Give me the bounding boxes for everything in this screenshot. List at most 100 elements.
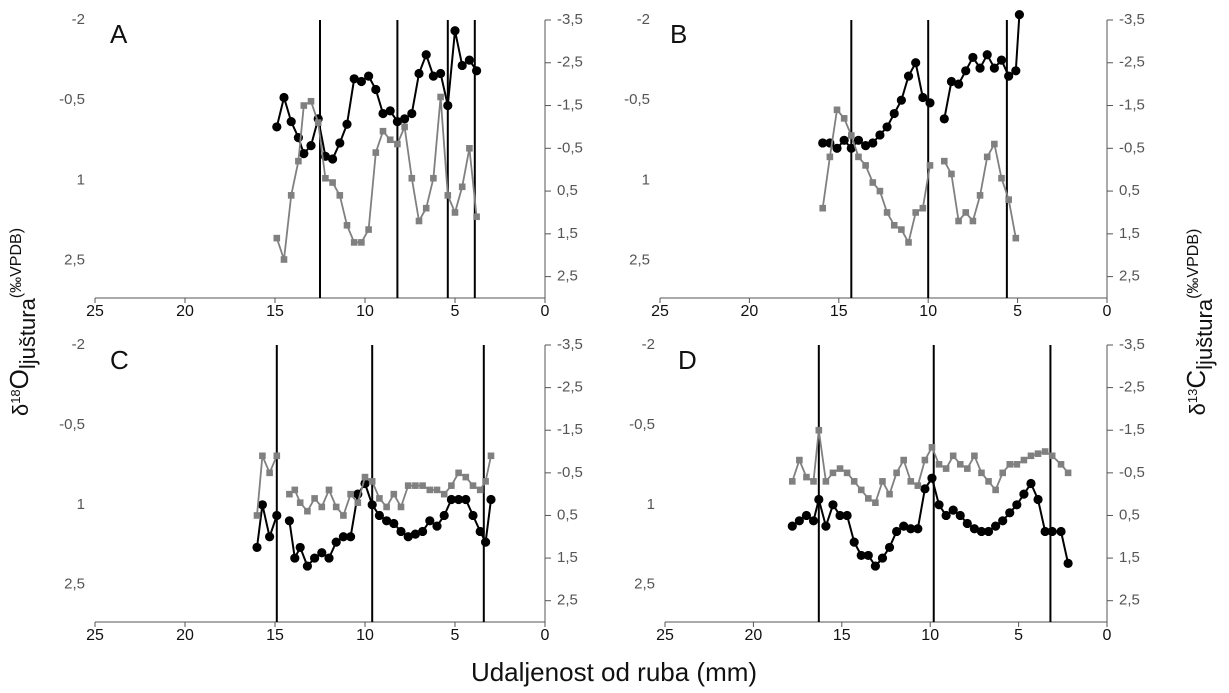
carbon-series-point xyxy=(840,115,848,122)
oxygen-series-point xyxy=(1004,71,1014,81)
y-left-tick-label: -2 xyxy=(637,11,650,28)
oxygen-series-point xyxy=(464,55,474,65)
oxygen-series-point xyxy=(425,516,435,526)
carbon-series-point xyxy=(273,452,281,460)
carbon-series-point xyxy=(969,217,977,225)
carbon-series-point xyxy=(325,486,333,494)
carbon-series-point xyxy=(803,473,810,481)
y-right-tick-label: -1,5 xyxy=(557,421,583,438)
y-right-tick-label: -3,5 xyxy=(557,11,583,28)
y-right-tick-label: -0,5 xyxy=(557,139,583,156)
carbon-series-point xyxy=(426,486,434,494)
carbon-series-point xyxy=(857,486,865,494)
carbon-series-point xyxy=(900,456,907,464)
carbon-series-point xyxy=(829,469,837,477)
oxygen-series-point xyxy=(989,63,999,73)
oxygen-series-point xyxy=(877,553,888,563)
x-tick-label: 20 xyxy=(176,303,194,320)
x-tick-label: 0 xyxy=(1103,627,1112,644)
carbon-series-point xyxy=(273,234,281,242)
oxygen-series-point xyxy=(875,130,885,140)
oxygen-series-point xyxy=(450,26,460,36)
panel-A: 25 20 15 10 5 0 -2 -0,5 1 2,5 -3,5 -2,5 -1,5 -0,5 0,5 1… xyxy=(59,11,583,320)
y-right-tick-label: 0,5 xyxy=(557,506,578,523)
oxygen-series-point xyxy=(338,532,348,542)
oxygen-series-point xyxy=(428,71,438,81)
oxygen-series-point xyxy=(975,63,985,73)
oxygen-series-point xyxy=(436,68,446,79)
carbon-series-point xyxy=(286,490,293,498)
y-right-axis-title-part: (‰VPDB) xyxy=(1185,229,1202,299)
panel-C: 25 20 15 10 5 0 -2 -0,5 1 2,5 -3,5 -2,5 -1,5 -0,5 0,5 1… xyxy=(59,336,583,644)
y-left-tick-label: 2,5 xyxy=(629,252,650,269)
carbon-series-point xyxy=(850,478,858,485)
carbon-series-point xyxy=(921,456,929,464)
carbon-series-point xyxy=(991,140,998,148)
y-right-tick-label: 1,5 xyxy=(1119,225,1140,242)
y-left-axis-title-part: δ xyxy=(8,404,33,416)
oxygen-series-point xyxy=(1014,10,1024,20)
oxygen-series-point xyxy=(814,494,824,505)
oxygen-series-point xyxy=(385,106,395,116)
carbon-series-point xyxy=(401,123,408,131)
x-tick-label: 25 xyxy=(651,303,669,320)
oxygen-series-line xyxy=(822,59,931,150)
oxygen-series-point xyxy=(306,141,316,151)
oxygen-series-point xyxy=(392,116,402,127)
oxygen-series-point xyxy=(953,79,964,89)
carbon-series-point xyxy=(978,469,985,477)
carbon-series-point xyxy=(992,486,999,494)
y-right-axis-title: δ13Cljuštura(‰VPDB) xyxy=(1181,229,1217,416)
carbon-series-point xyxy=(358,239,365,246)
oxygen-series-point xyxy=(969,524,980,534)
carbon-series-point xyxy=(985,478,992,485)
carbon-series-point xyxy=(314,119,322,126)
y-right-tick-label: -2,5 xyxy=(557,54,583,71)
y-right-tick-label: -2,5 xyxy=(1119,54,1145,71)
oxygen-series-point xyxy=(310,553,320,563)
carbon-series-point xyxy=(940,157,948,165)
carbon-series-point xyxy=(365,226,372,233)
carbon-series-point xyxy=(473,213,480,221)
carbon-series-point xyxy=(259,452,266,460)
oxygen-series-point xyxy=(257,500,267,510)
carbon-series-point xyxy=(964,465,971,472)
x-tick-label: 10 xyxy=(921,627,939,644)
carbon-series-point xyxy=(340,512,347,519)
carbon-series-point xyxy=(390,490,398,498)
carbon-series-point xyxy=(956,461,964,468)
carbon-series-point xyxy=(876,187,884,195)
oxygen-series-point xyxy=(996,55,1007,65)
oxygen-series-point xyxy=(371,84,381,95)
carbon-series-point xyxy=(419,482,426,489)
oxygen-series-point xyxy=(407,108,417,119)
oxygen-series-point xyxy=(349,74,359,84)
oxygen-series-point xyxy=(403,532,413,542)
carbon-series-point xyxy=(1041,448,1049,455)
x-tick-label: 5 xyxy=(451,303,460,320)
carbon-series-point xyxy=(307,97,315,105)
oxygen-series-point xyxy=(927,473,937,483)
carbon-series-point xyxy=(948,170,955,178)
oxygen-series-point xyxy=(962,518,972,529)
y-right-tick-label: 2,5 xyxy=(1119,592,1140,609)
oxygen-series-point xyxy=(925,98,935,108)
carbon-series-point xyxy=(372,149,380,156)
oxygen-series-point xyxy=(801,510,812,521)
oxygen-series-point xyxy=(1047,526,1057,537)
carbon-series-point xyxy=(295,157,302,165)
oxygen-series-point xyxy=(486,494,496,505)
carbon-series-point xyxy=(383,503,390,511)
x-tick-label: 20 xyxy=(745,627,763,644)
carbon-series-point xyxy=(912,209,919,216)
oxygen-series-point xyxy=(889,108,899,119)
carbon-series-point xyxy=(304,507,311,515)
x-axis-title: Udaljenost od ruba (mm) xyxy=(471,657,757,687)
y-right-axis-title-part: C xyxy=(1181,370,1211,389)
panel-B: 25 20 15 10 5 0 -2 -0,5 1 2,5 -3,5 -2,5 -1,5 -0,5 0,5 1… xyxy=(624,10,1145,320)
y-left-axis-title-part: ljuštura xyxy=(15,297,40,369)
y-left-tick-label: 2,5 xyxy=(64,252,85,269)
oxygen-series-point xyxy=(421,50,431,60)
carbon-series-point xyxy=(998,174,1005,182)
oxygen-series-point xyxy=(1012,500,1022,510)
